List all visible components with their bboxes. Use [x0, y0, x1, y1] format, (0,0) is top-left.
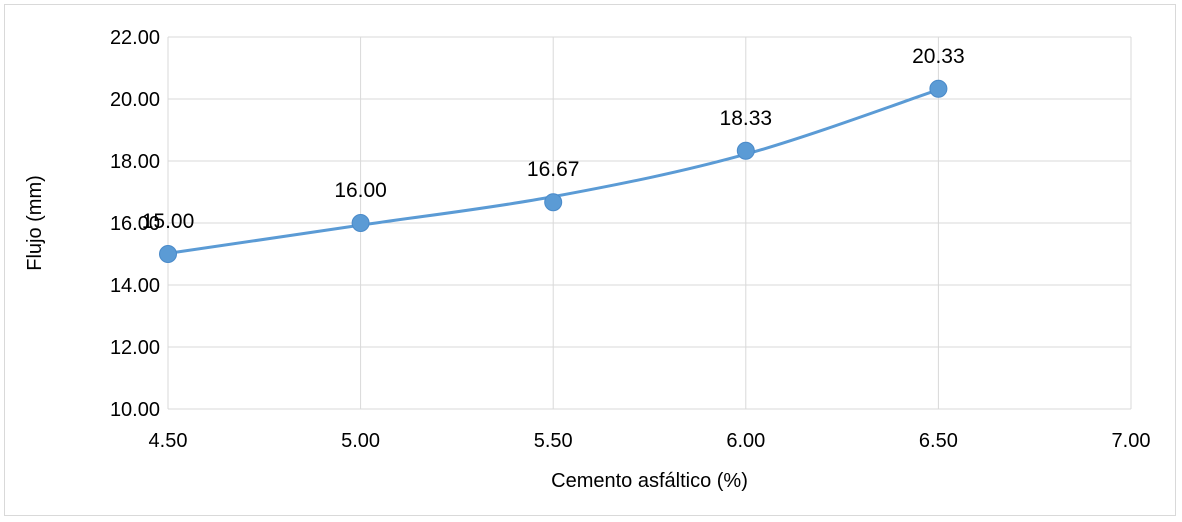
x-tick-label: 4.50	[149, 430, 188, 452]
data-labels: 15.00 16.00 16.67 18.33 20.33	[142, 45, 965, 233]
grid-lines	[167, 36, 1132, 410]
tick-labels: 10.00 12.00 14.00 16.00 18.00 20.00 22.00 4.50 5…	[110, 27, 1151, 452]
data-label: 15.00	[142, 210, 195, 233]
data-point	[351, 214, 370, 232]
data-point	[159, 245, 177, 263]
data-label: 20.33	[912, 45, 965, 68]
y-tick-label: 16.00	[110, 213, 160, 235]
y-axis-title: Flujo (mm)	[24, 175, 46, 271]
x-tick-label: 5.00	[341, 430, 380, 452]
x-axis-title: Cemento asfáltico (%)	[551, 470, 748, 492]
data-point	[736, 141, 755, 160]
y-tick-label: 12.00	[110, 337, 160, 359]
data-label: 16.67	[527, 158, 580, 181]
data-point	[929, 79, 948, 98]
data-label: 16.00	[334, 179, 387, 202]
y-tick-label: 20.00	[110, 89, 160, 111]
data-label: 18.33	[720, 107, 773, 130]
y-tick-label: 10.00	[110, 399, 160, 421]
data-point	[544, 193, 563, 212]
data-series	[159, 79, 948, 263]
x-tick-label: 5.50	[534, 430, 573, 452]
x-tick-label: 6.00	[726, 430, 765, 452]
y-tick-label: 14.00	[110, 275, 160, 297]
x-tick-label: 6.50	[919, 430, 958, 452]
chart-frame	[4, 4, 1176, 516]
x-tick-label: 7.00	[1112, 430, 1151, 452]
y-tick-label: 22.00	[110, 27, 160, 49]
y-tick-label: 18.00	[110, 151, 160, 173]
